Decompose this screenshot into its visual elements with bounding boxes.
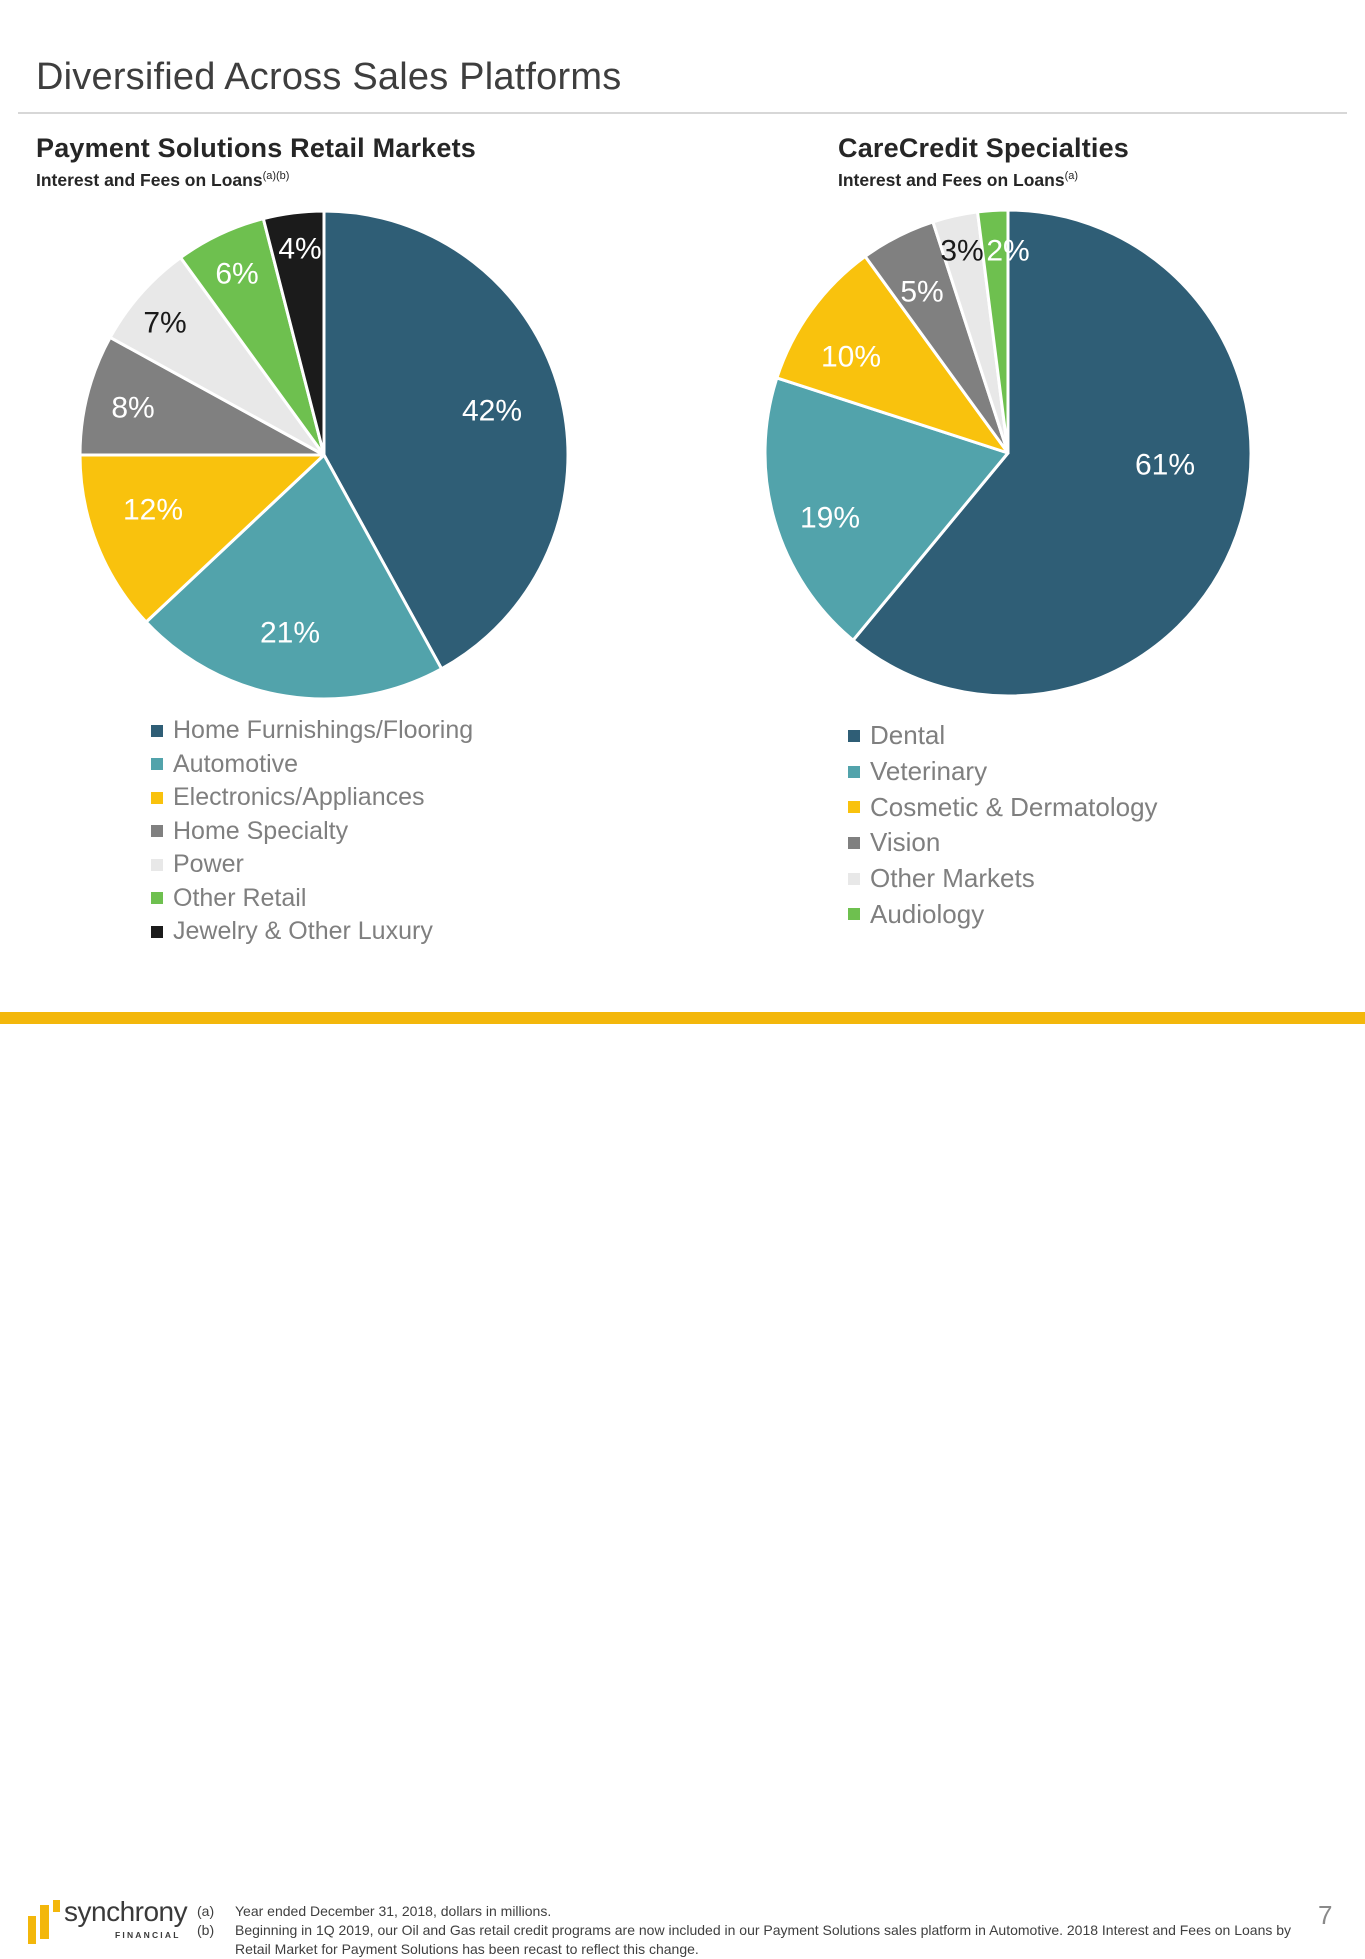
chart-title: CareCredit Specialties — [838, 133, 1130, 163]
legend-swatch-icon — [848, 908, 860, 921]
title-divider — [18, 112, 1347, 114]
legend-item: Dental — [848, 718, 1158, 754]
legend-label: Veterinary — [870, 756, 988, 787]
pie-slice — [108, 256, 326, 457]
pie-chart-carecredit: 61% 19% 10% 5% 3% 2% — [763, 208, 1253, 698]
chart-subtitle-text: Interest and Fees on Loans — [838, 170, 1065, 190]
pie-slice-label: 21% — [260, 617, 320, 650]
legend-item: Veterinary — [848, 754, 1158, 790]
chart-subtitle: Interest and Fees on Loans(a)(b) — [36, 170, 476, 191]
footnote-marker: (a) — [197, 1903, 215, 1919]
legend-label: Home Specialty — [173, 816, 349, 845]
pie-slice-label: 5% — [900, 276, 943, 309]
legend-label: Jewelry & Other Luxury — [173, 917, 433, 946]
legend-item: Cosmetic & Dermatology — [848, 789, 1158, 825]
legend-item: Jewelry & Other Luxury — [151, 915, 473, 949]
pie-slice-label: 42% — [462, 395, 522, 428]
footer: synchrony FINANCIAL (a) Year ended Decem… — [0, 944, 1365, 1957]
legend-label: Power — [173, 850, 244, 879]
legend-swatch-icon — [151, 724, 163, 737]
pie-slice — [976, 208, 1010, 455]
pie-slice — [261, 209, 326, 457]
legend-swatch-icon — [151, 925, 163, 938]
pie-slice — [144, 453, 444, 701]
legend-item: Automotive — [151, 748, 473, 782]
footnote-reference: (a) — [1064, 170, 1079, 183]
legend-item: Audiology — [848, 896, 1158, 932]
logo-sub-wordmark: FINANCIAL — [115, 1930, 181, 1940]
legend-swatch-icon — [151, 892, 163, 905]
legend-swatch-icon — [848, 836, 860, 849]
slide-title: Diversified Across Sales Platforms — [36, 56, 622, 98]
legend-item: Other Markets — [848, 861, 1158, 897]
footnote-marker: (b) — [197, 1922, 215, 1938]
pie-slice-label: 4% — [278, 233, 321, 266]
chart-title: Payment Solutions Retail Markets — [36, 133, 477, 163]
legend-swatch-icon — [848, 801, 860, 814]
legend-item: Power — [151, 848, 473, 882]
pie-slice-label: 12% — [123, 494, 183, 527]
legend-label: Cosmetic & Dermatology — [870, 791, 1158, 822]
pie-chart-payment-solutions: 42% 21% 12% 8% 7% 6% 4% — [78, 209, 570, 701]
legend-item: Home Specialty — [151, 815, 473, 849]
legend-label: Electronics/Appliances — [173, 783, 425, 812]
footnote-text: Year ended December 31, 2018, dollars in… — [235, 1903, 552, 1919]
chart-section-header-carecredit: CareCredit Specialties Interest and Fees… — [838, 133, 1129, 191]
legend-label: Vision — [870, 827, 941, 858]
legend-payment-solutions: Home Furnishings/Flooring Automotive Elect… — [151, 714, 473, 949]
pie-slice — [763, 376, 1010, 642]
page-number: 7 — [1318, 1900, 1333, 1930]
logo-bar-icon — [28, 1916, 36, 1944]
logo-wordmark: synchrony — [64, 1896, 188, 1927]
legend-label: Automotive — [173, 749, 299, 778]
pie-slice-label: 8% — [111, 392, 154, 425]
pie-slice — [775, 254, 1010, 455]
pie-slice-label: 19% — [800, 502, 860, 535]
pie-slice — [78, 335, 326, 457]
legend-item: Other Retail — [151, 882, 473, 916]
footnote-a: (a) Year ended December 31, 2018, dollar… — [197, 1902, 1302, 1921]
pie-slice — [78, 453, 326, 624]
chart-subtitle-text: Interest and Fees on Loans — [36, 170, 263, 190]
legend-swatch-icon — [848, 729, 860, 742]
bottom-accent-bar — [0, 1012, 1365, 1024]
pie-slice — [851, 208, 1253, 698]
legend-label: Other Markets — [870, 863, 1035, 894]
legend-item: Electronics/Appliances — [151, 781, 473, 815]
footnotes: (a) Year ended December 31, 2018, dollar… — [197, 1902, 1302, 1959]
pie-slice-label: 61% — [1135, 449, 1195, 482]
legend-item: Home Furnishings/Flooring — [151, 714, 473, 748]
legend-swatch-icon — [151, 758, 163, 771]
legend-swatch-icon — [848, 872, 860, 885]
logo-bar-icon — [53, 1900, 60, 1912]
legend-label: Dental — [870, 720, 946, 751]
footnote-reference: (a)(b) — [262, 170, 290, 183]
pie-slice — [322, 209, 570, 671]
pie-slice-label: 6% — [215, 258, 258, 291]
legend-label: Home Furnishings/Flooring — [173, 716, 474, 745]
logo-bar-icon — [40, 1905, 49, 1939]
legend-swatch-icon — [151, 825, 163, 838]
legend-carecredit: Dental Veterinary Cosmetic & Dermatology Vi… — [848, 718, 1158, 932]
legend-swatch-icon — [151, 858, 163, 871]
pie-slice-label: 2% — [986, 235, 1029, 268]
pie-slice-label: 7% — [143, 307, 186, 340]
pie-slice-label: 10% — [821, 341, 881, 374]
synchrony-logo: synchrony FINANCIAL — [28, 1896, 193, 1952]
footnote-b: (b) Beginning in 1Q 2019, our Oil and Ga… — [197, 1921, 1302, 1959]
footnote-text: Beginning in 1Q 2019, our Oil and Gas re… — [235, 1922, 1292, 1957]
legend-label: Other Retail — [173, 883, 307, 912]
legend-label: Audiology — [870, 898, 985, 929]
legend-swatch-icon — [151, 791, 163, 804]
chart-subtitle: Interest and Fees on Loans(a) — [838, 170, 1129, 191]
legend-item: Vision — [848, 825, 1158, 861]
legend-swatch-icon — [848, 765, 860, 778]
slide: Diversified Across Sales Platforms Payme… — [0, 56, 1365, 1957]
chart-section-header-payment-solutions: Payment Solutions Retail Markets Interes… — [36, 133, 476, 191]
pie-slice-label: 3% — [940, 235, 983, 268]
